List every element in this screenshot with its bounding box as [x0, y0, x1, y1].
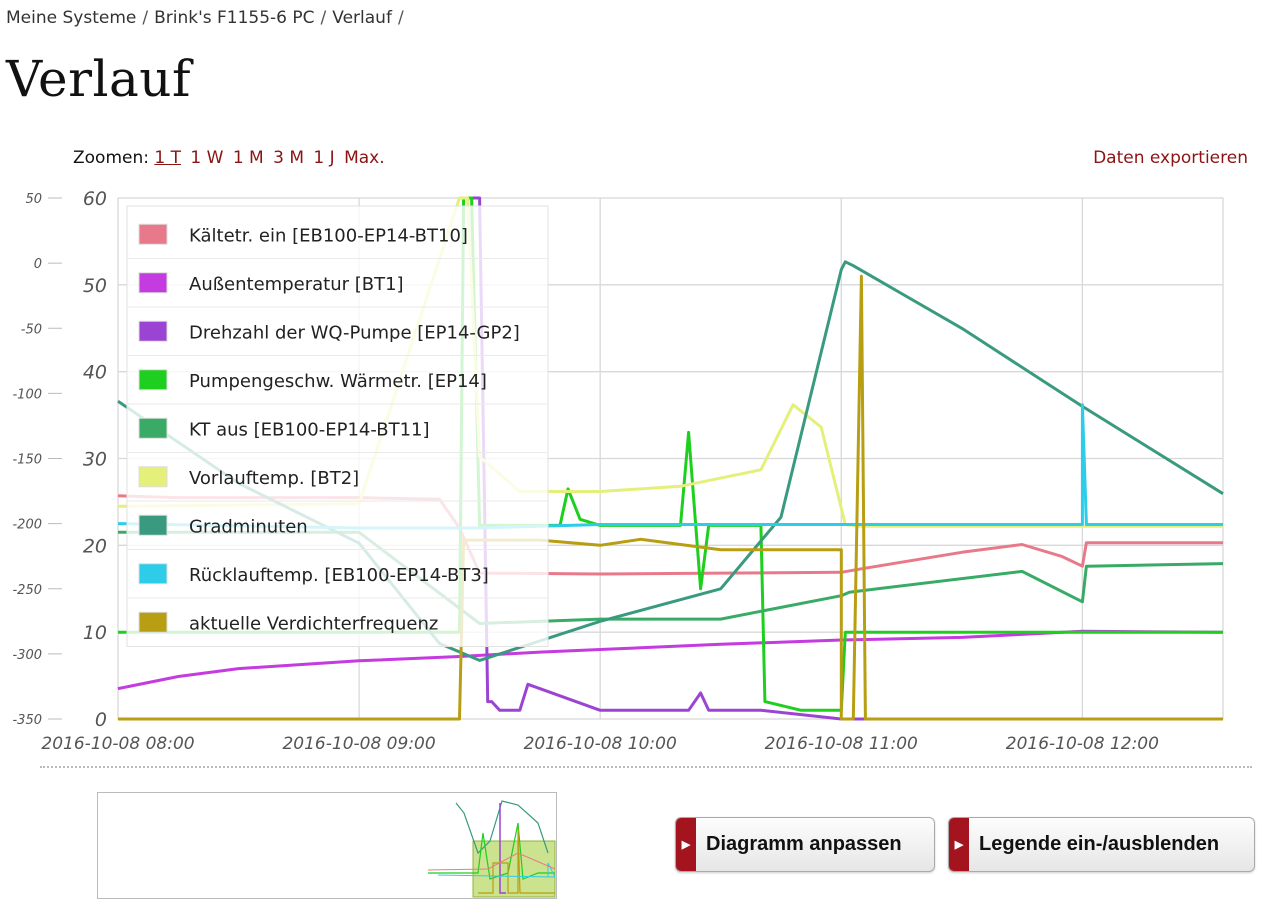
chart-legend[interactable]: Kältetr. ein [EB100-EP14-BT10] Außentempe… — [126, 205, 549, 647]
y-tick-label: -50 — [21, 322, 42, 337]
x-tick-label: 2016-10-08 11:00 — [765, 734, 918, 754]
legend-swatch[interactable] — [138, 223, 168, 245]
navigator-series-flow — [427, 852, 556, 871]
y-tick-label: 0 — [34, 257, 42, 272]
x-axis: 2016-10-08 08:00 2016-10-08 09:00 2016-10-… — [41, 734, 1159, 754]
y-axis-temperature: 60 50 40 30 20 10 0 — [83, 188, 107, 731]
y-tick-label: -200 — [12, 518, 42, 533]
x-tick-label: 2016-10-08 08:00 — [41, 734, 194, 754]
legend-swatch[interactable] — [138, 514, 168, 536]
chart-navigator[interactable] — [97, 792, 557, 899]
x-tick-label: 2016-10-08 10:00 — [524, 734, 677, 754]
y-tick-label: 20 — [83, 535, 107, 557]
legend-swatch[interactable] — [138, 272, 168, 294]
customize-chart-label: Diagramm anpassen — [706, 833, 902, 855]
legend-swatch[interactable] — [138, 320, 168, 342]
y-tick-label: -150 — [12, 453, 42, 468]
navigator-series-return — [437, 862, 556, 878]
y-tick-label: 50 — [25, 192, 42, 207]
toggle-legend-button[interactable]: ▶ Legende ein-/ausblenden — [948, 817, 1255, 872]
breadcrumb-separator: / — [142, 8, 149, 28]
zoom-3-months[interactable]: 3 M — [273, 148, 305, 168]
zoom-controls: Zoomen: 1 T 1 W 1 M 3 M 1 J Max. — [73, 148, 389, 168]
navigator-series-gradminuten — [455, 800, 549, 855]
y-tick-label: 50 — [83, 275, 107, 297]
legend-item-label[interactable]: aktuelle Verdichterfrequenz — [189, 613, 438, 634]
legend-item-label[interactable]: Drehzahl der WQ-Pumpe [EP14-GP2] — [189, 322, 520, 343]
y-axis-gradminuten: 50 0 -50 -100 -150 -200 -250 -300 -350 — [12, 192, 62, 728]
y-tick-label: -350 — [12, 713, 42, 728]
legend-swatch[interactable] — [138, 466, 168, 488]
arrow-right-icon: ▶ — [949, 818, 969, 871]
y-tick-label: -300 — [12, 648, 42, 663]
navigator-series-compressor — [478, 827, 555, 894]
breadcrumb: Meine Systeme / Brink's F1155-6 PC / Verlauf… — [6, 8, 410, 28]
legend-swatch[interactable] — [138, 417, 168, 439]
zoom-max[interactable]: Max. — [344, 148, 385, 168]
legend-box — [126, 205, 549, 647]
zoom-label: Zoomen: — [73, 148, 149, 168]
breadcrumb-separator: / — [397, 8, 404, 28]
y-tick-label: 40 — [83, 362, 107, 384]
toggle-legend-label: Legende ein-/ausblenden — [979, 833, 1220, 855]
zoom-1-year[interactable]: 1 J — [313, 148, 335, 168]
y-tick-label: 60 — [83, 188, 107, 210]
y-tick-label: 30 — [83, 449, 107, 471]
breadcrumb-system[interactable]: Brink's F1155-6 PC — [154, 8, 315, 28]
customize-chart-button[interactable]: ▶ Diagramm anpassen — [675, 817, 935, 872]
export-data-link[interactable]: Daten exportieren — [1093, 148, 1248, 168]
breadcrumb-history[interactable]: Verlauf — [332, 8, 392, 28]
legend-item-label[interactable]: KT aus [EB100-EP14-BT11] — [189, 419, 430, 440]
x-tick-label: 2016-10-08 09:00 — [282, 734, 435, 754]
series-line-5 — [117, 196, 1223, 528]
legend-swatch[interactable] — [138, 369, 168, 391]
breadcrumb-my-systems[interactable]: Meine Systeme — [6, 8, 137, 28]
y-tick-label: -100 — [12, 387, 42, 402]
series-line-2 — [463, 196, 1223, 721]
legend-item-label[interactable]: Vorlauftemp. [BT2] — [189, 468, 359, 489]
y-tick-label: -250 — [12, 583, 42, 598]
divider — [40, 766, 1252, 768]
legend-item-label[interactable]: Außentemperatur [BT1] — [189, 274, 404, 295]
y-tick-label: 0 — [95, 709, 107, 731]
history-chart[interactable]: 50 0 -50 -100 -150 -200 -250 -300 -350 60 50 40 30 2… — [0, 180, 1280, 760]
zoom-1-week[interactable]: 1 W — [190, 148, 224, 168]
x-tick-label: 2016-10-08 12:00 — [1006, 734, 1159, 754]
zoom-1-month[interactable]: 1 M — [232, 148, 264, 168]
breadcrumb-separator: / — [320, 8, 327, 28]
legend-item-label[interactable]: Gradminuten — [189, 516, 308, 537]
y-tick-label: 10 — [83, 622, 107, 644]
legend-item-label[interactable]: Pumpengeschw. Wärmetr. [EP14] — [189, 371, 487, 392]
zoom-1-day[interactable]: 1 T — [154, 148, 181, 168]
page-title: Verlauf — [6, 50, 192, 108]
series-line-1 — [117, 629, 1224, 691]
legend-item-label[interactable]: Kältetr. ein [EB100-EP14-BT10] — [189, 225, 468, 246]
arrow-right-icon: ▶ — [676, 818, 696, 871]
legend-item-label[interactable]: Rücklauftemp. [EB100-EP14-BT3] — [189, 565, 489, 586]
legend-swatch[interactable] — [138, 563, 168, 585]
legend-swatch[interactable] — [138, 611, 168, 633]
navigator-series-outdoor — [499, 803, 506, 894]
